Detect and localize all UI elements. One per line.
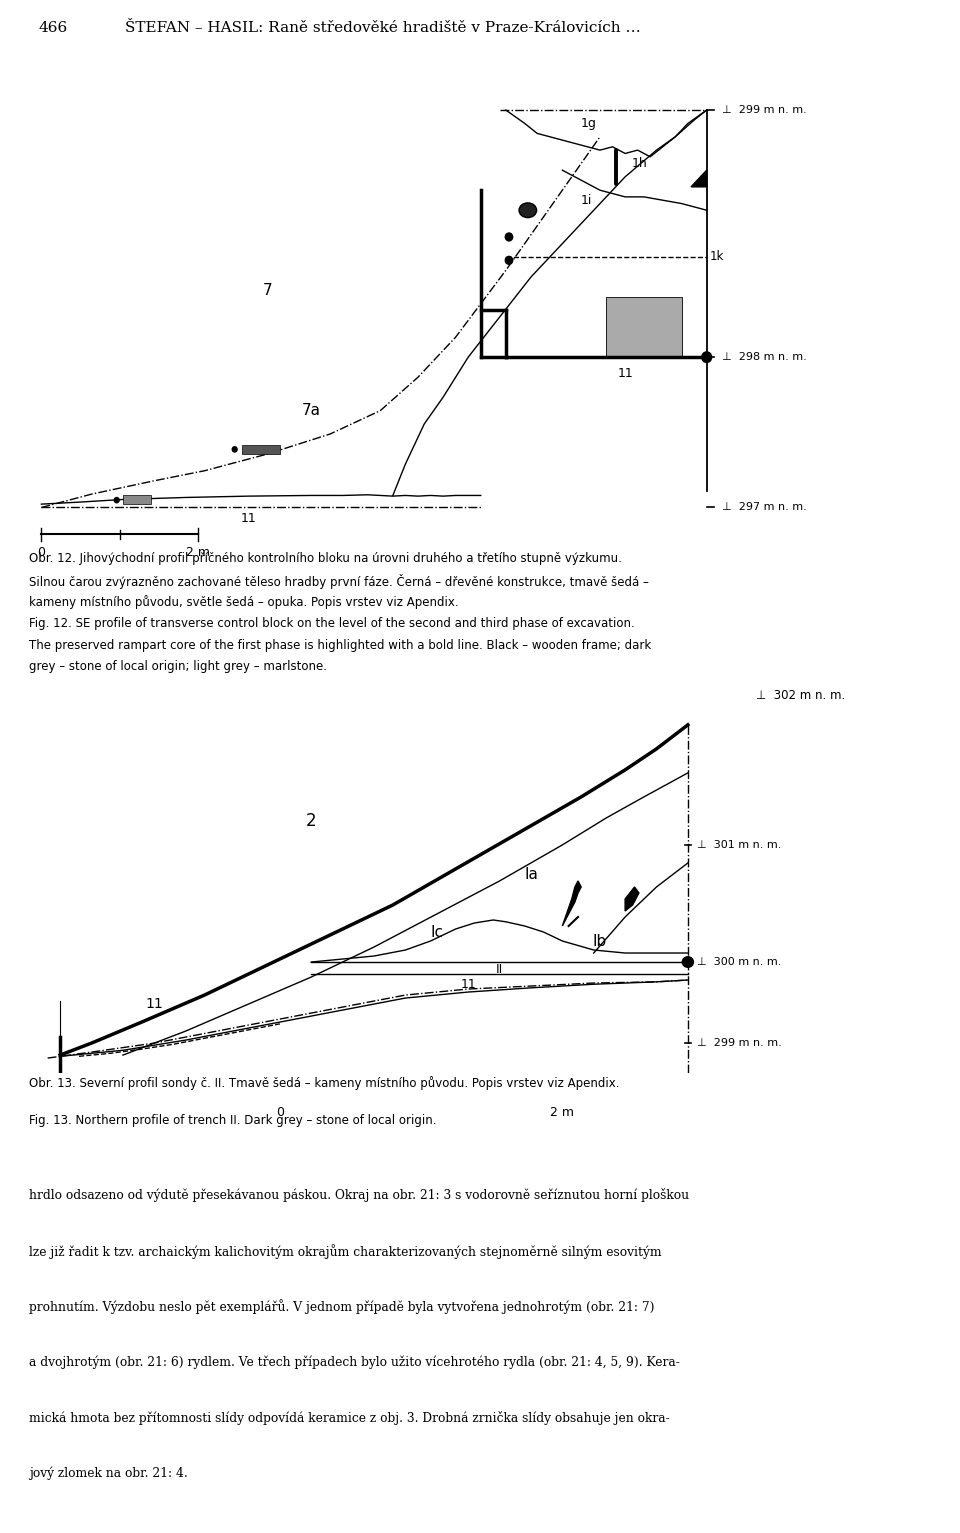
Circle shape — [505, 233, 514, 242]
Text: kameny místního původu, světle šedá – opuka. Popis vrstev viz Apendix.: kameny místního původu, světle šedá – op… — [29, 595, 459, 609]
Text: Fig. 13. Northern profile of trench II. Dark grey – stone of local origin.: Fig. 13. Northern profile of trench II. … — [29, 1114, 436, 1127]
Circle shape — [682, 957, 694, 967]
Text: Ic: Ic — [430, 924, 444, 940]
Text: ⊥  299 m n. m.: ⊥ 299 m n. m. — [723, 106, 807, 115]
Text: 1i: 1i — [581, 193, 592, 207]
Text: Silnou čarou zvýrazněno zachované těleso hradby první fáze. Černá – dřevěné kons: Silnou čarou zvýrazněno zachované těleso… — [29, 573, 649, 589]
Text: 1k: 1k — [709, 250, 724, 264]
Text: 11: 11 — [146, 996, 163, 1012]
FancyBboxPatch shape — [123, 495, 151, 504]
Text: 2 m: 2 m — [550, 1107, 574, 1119]
Text: 1m: 1m — [625, 311, 645, 323]
Text: 2: 2 — [306, 812, 317, 829]
Text: mická hmota bez přítomnosti slídy odpovídá keramice z obj. 3. Drobná zrnička slí: mická hmota bez přítomnosti slídy odpoví… — [29, 1410, 669, 1424]
Text: Obr. 12. Jihovýchodní profil příčného kontrolního bloku na úrovni druhého a třet: Obr. 12. Jihovýchodní profil příčného ko… — [29, 552, 622, 564]
Text: jový zlomek na obr. 21: 4.: jový zlomek na obr. 21: 4. — [29, 1466, 187, 1479]
Text: Ia: Ia — [524, 868, 538, 883]
Text: The preserved rampart core of the first phase is highlighted with a bold line. B: The preserved rampart core of the first … — [29, 639, 651, 652]
Polygon shape — [607, 297, 682, 357]
Text: 1h: 1h — [632, 156, 647, 170]
Text: 11: 11 — [241, 512, 256, 526]
Text: ⊥  302 m n. m.: ⊥ 302 m n. m. — [756, 690, 845, 702]
Text: prohnutím. Výzdobu neslo pět exemplářů. V jednom případě byla vytvořena jednohro: prohnutím. Výzdobu neslo pět exemplářů. … — [29, 1300, 655, 1314]
Text: ⊥  301 m n. m.: ⊥ 301 m n. m. — [697, 840, 781, 849]
Text: 11: 11 — [617, 368, 633, 380]
Text: grey – stone of local origin; light grey – marlstone.: grey – stone of local origin; light grey… — [29, 661, 326, 673]
Polygon shape — [691, 170, 707, 187]
Text: II: II — [496, 963, 503, 977]
Text: 7: 7 — [262, 284, 272, 297]
Text: Ib: Ib — [593, 934, 607, 949]
Text: ⊥  297 m n. m.: ⊥ 297 m n. m. — [723, 503, 807, 512]
Text: 466: 466 — [38, 21, 67, 35]
Polygon shape — [625, 888, 639, 911]
Circle shape — [701, 351, 712, 363]
Text: ⊥  298 m n. m.: ⊥ 298 m n. m. — [723, 353, 807, 362]
Text: a dvojhrotým (obr. 21: 6) rydlem. Ve třech případech bylo užito vícehrotého rydl: a dvojhrotým (obr. 21: 6) rydlem. Ve tře… — [29, 1355, 680, 1369]
Text: 2 m: 2 m — [186, 546, 210, 560]
Ellipse shape — [519, 202, 537, 218]
Text: 7a: 7a — [301, 403, 321, 419]
FancyBboxPatch shape — [242, 445, 280, 454]
Text: ⊥  299 m n. m.: ⊥ 299 m n. m. — [697, 1038, 782, 1049]
Circle shape — [231, 446, 238, 452]
Circle shape — [505, 256, 514, 265]
Text: 0: 0 — [37, 546, 45, 560]
Circle shape — [113, 497, 120, 503]
Text: lze již řadit k tzv. archaickým kalichovitým okrajům charakterizovaných stejnomě: lze již řadit k tzv. archaickým kalichov… — [29, 1243, 661, 1259]
Text: ŠTEFAN – HASIL: Raně středověké hradiště v Praze-Královicích …: ŠTEFAN – HASIL: Raně středověké hradiště… — [125, 21, 640, 35]
Text: 11: 11 — [460, 978, 476, 992]
Text: 0: 0 — [276, 1107, 284, 1119]
Text: Fig. 12. SE profile of transverse control block on the level of the second and t: Fig. 12. SE profile of transverse contro… — [29, 618, 635, 630]
Text: ⊥  300 m n. m.: ⊥ 300 m n. m. — [697, 957, 781, 967]
Text: Obr. 13. Severní profil sondy č. II. Tmavě šedá – kameny místního původu. Popis : Obr. 13. Severní profil sondy č. II. Tma… — [29, 1076, 619, 1090]
Polygon shape — [563, 881, 581, 926]
Text: 1g: 1g — [581, 117, 597, 130]
Text: hrdlo odsazeno od výdutě přesekávanou páskou. Okraj na obr. 21: 3 s vodorovně se: hrdlo odsazeno od výdutě přesekávanou pá… — [29, 1188, 689, 1202]
